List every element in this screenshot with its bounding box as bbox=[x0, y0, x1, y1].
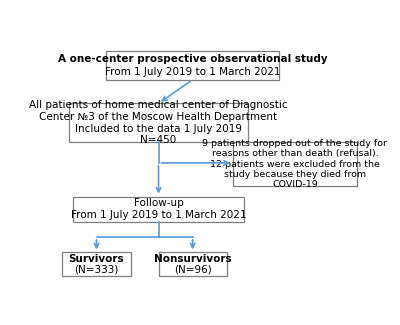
FancyBboxPatch shape bbox=[62, 252, 131, 276]
Text: Survivors: Survivors bbox=[69, 254, 124, 264]
Text: A one-center prospective observational study: A one-center prospective observational s… bbox=[58, 54, 328, 64]
Text: All patients of home medical center of Diagnostic
Center №3 of the Moscow Health: All patients of home medical center of D… bbox=[29, 100, 288, 145]
Text: From 1 July 2019 to 1 March 2021: From 1 July 2019 to 1 March 2021 bbox=[105, 67, 280, 76]
FancyBboxPatch shape bbox=[158, 252, 227, 276]
FancyBboxPatch shape bbox=[106, 51, 279, 80]
FancyBboxPatch shape bbox=[233, 142, 357, 186]
Text: Nonsurvivors: Nonsurvivors bbox=[154, 254, 232, 264]
Text: (N=333): (N=333) bbox=[74, 265, 119, 274]
Text: (N=96): (N=96) bbox=[174, 265, 212, 274]
FancyBboxPatch shape bbox=[69, 103, 248, 142]
Text: 9 patients dropped out of the study for
reasons other than death (refusal).
12 p: 9 patients dropped out of the study for … bbox=[202, 139, 387, 189]
FancyBboxPatch shape bbox=[73, 197, 244, 222]
Text: Follow-up
From 1 July 2019 to 1 March 2021: Follow-up From 1 July 2019 to 1 March 20… bbox=[71, 198, 246, 220]
